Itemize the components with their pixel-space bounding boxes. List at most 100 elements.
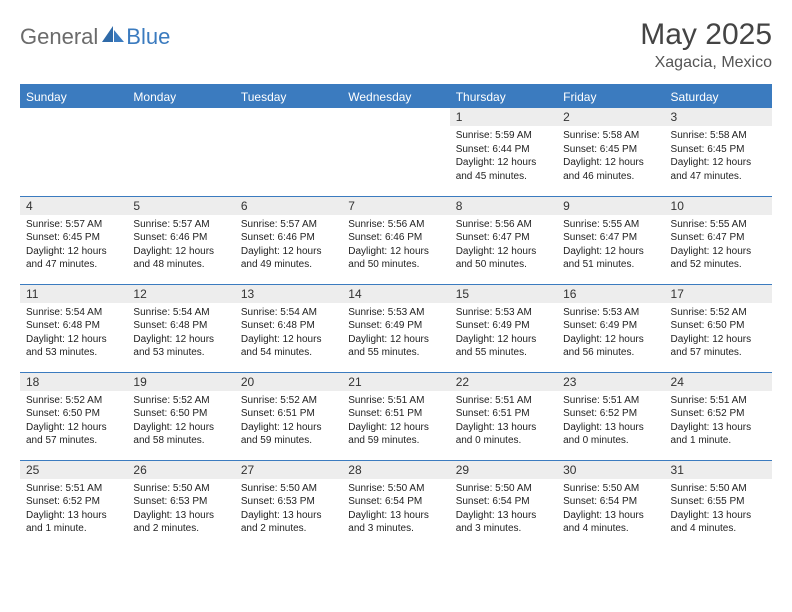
day-details: Sunrise: 5:51 AMSunset: 6:52 PMDaylight:… xyxy=(557,391,664,450)
calendar-table: Sunday Monday Tuesday Wednesday Thursday… xyxy=(20,84,772,548)
calendar-day-cell: 7Sunrise: 5:56 AMSunset: 6:46 PMDaylight… xyxy=(342,196,449,284)
location-label: Xagacia, Mexico xyxy=(640,54,772,72)
daylight-line2: and 3 minutes. xyxy=(348,522,443,536)
calendar-week-row: 4Sunrise: 5:57 AMSunset: 6:45 PMDaylight… xyxy=(20,196,772,284)
dow-monday: Monday xyxy=(127,85,234,108)
day-details: Sunrise: 5:59 AMSunset: 6:44 PMDaylight:… xyxy=(450,126,557,185)
sunrise-text: Sunrise: 5:57 AM xyxy=(133,218,228,232)
daylight-line2: and 57 minutes. xyxy=(26,434,121,448)
sunset-text: Sunset: 6:51 PM xyxy=(348,407,443,421)
daylight-line2: and 59 minutes. xyxy=(348,434,443,448)
sunrise-text: Sunrise: 5:52 AM xyxy=(133,394,228,408)
sunset-text: Sunset: 6:46 PM xyxy=(241,231,336,245)
sunset-text: Sunset: 6:52 PM xyxy=(671,407,766,421)
day-number: 1 xyxy=(450,108,557,126)
sunset-text: Sunset: 6:52 PM xyxy=(26,495,121,509)
sunset-text: Sunset: 6:51 PM xyxy=(241,407,336,421)
day-details: Sunrise: 5:51 AMSunset: 6:52 PMDaylight:… xyxy=(665,391,772,450)
daylight-line1: Daylight: 13 hours xyxy=(241,509,336,523)
daylight-line1: Daylight: 12 hours xyxy=(241,245,336,259)
daylight-line2: and 2 minutes. xyxy=(133,522,228,536)
daylight-line1: Daylight: 12 hours xyxy=(348,245,443,259)
day-details: Sunrise: 5:57 AMSunset: 6:45 PMDaylight:… xyxy=(20,215,127,274)
daylight-line1: Daylight: 12 hours xyxy=(241,421,336,435)
day-details: Sunrise: 5:50 AMSunset: 6:54 PMDaylight:… xyxy=(450,479,557,538)
daylight-line2: and 57 minutes. xyxy=(671,346,766,360)
calendar-day-cell: 4Sunrise: 5:57 AMSunset: 6:45 PMDaylight… xyxy=(20,196,127,284)
daylight-line2: and 53 minutes. xyxy=(26,346,121,360)
calendar-day-cell: 14Sunrise: 5:53 AMSunset: 6:49 PMDayligh… xyxy=(342,284,449,372)
calendar-day-cell: 24Sunrise: 5:51 AMSunset: 6:52 PMDayligh… xyxy=(665,372,772,460)
day-details: Sunrise: 5:50 AMSunset: 6:54 PMDaylight:… xyxy=(342,479,449,538)
calendar-day-cell: 20Sunrise: 5:52 AMSunset: 6:51 PMDayligh… xyxy=(235,372,342,460)
dow-saturday: Saturday xyxy=(665,85,772,108)
daylight-line1: Daylight: 12 hours xyxy=(671,245,766,259)
sunset-text: Sunset: 6:47 PM xyxy=(563,231,658,245)
day-details: Sunrise: 5:54 AMSunset: 6:48 PMDaylight:… xyxy=(235,303,342,362)
day-number: 16 xyxy=(557,285,664,303)
day-number: 21 xyxy=(342,373,449,391)
month-title: May 2025 xyxy=(640,18,772,52)
daylight-line2: and 56 minutes. xyxy=(563,346,658,360)
sunset-text: Sunset: 6:54 PM xyxy=(456,495,551,509)
calendar-day-cell: 28Sunrise: 5:50 AMSunset: 6:54 PMDayligh… xyxy=(342,460,449,548)
day-number: 5 xyxy=(127,197,234,215)
dow-sunday: Sunday xyxy=(20,85,127,108)
day-number: 19 xyxy=(127,373,234,391)
sunrise-text: Sunrise: 5:51 AM xyxy=(26,482,121,496)
day-details: Sunrise: 5:58 AMSunset: 6:45 PMDaylight:… xyxy=(665,126,772,185)
day-number: 22 xyxy=(450,373,557,391)
brand-logo: General Blue xyxy=(20,24,170,50)
daylight-line1: Daylight: 12 hours xyxy=(26,245,121,259)
sunrise-text: Sunrise: 5:50 AM xyxy=(456,482,551,496)
sunset-text: Sunset: 6:48 PM xyxy=(26,319,121,333)
daylight-line2: and 51 minutes. xyxy=(563,258,658,272)
sunrise-text: Sunrise: 5:52 AM xyxy=(26,394,121,408)
daylight-line1: Daylight: 12 hours xyxy=(456,156,551,170)
day-number: 10 xyxy=(665,197,772,215)
dow-friday: Friday xyxy=(557,85,664,108)
day-number: 31 xyxy=(665,461,772,479)
daylight-line2: and 54 minutes. xyxy=(241,346,336,360)
day-number: 8 xyxy=(450,197,557,215)
calendar-day-cell: 13Sunrise: 5:54 AMSunset: 6:48 PMDayligh… xyxy=(235,284,342,372)
day-number: 15 xyxy=(450,285,557,303)
brand-part2: Blue xyxy=(126,24,170,50)
sunset-text: Sunset: 6:51 PM xyxy=(456,407,551,421)
calendar-day-cell: 31Sunrise: 5:50 AMSunset: 6:55 PMDayligh… xyxy=(665,460,772,548)
sunset-text: Sunset: 6:45 PM xyxy=(563,143,658,157)
daylight-line1: Daylight: 12 hours xyxy=(671,156,766,170)
day-details: Sunrise: 5:50 AMSunset: 6:55 PMDaylight:… xyxy=(665,479,772,538)
calendar-day-cell: 29Sunrise: 5:50 AMSunset: 6:54 PMDayligh… xyxy=(450,460,557,548)
daylight-line2: and 50 minutes. xyxy=(456,258,551,272)
day-details: Sunrise: 5:56 AMSunset: 6:47 PMDaylight:… xyxy=(450,215,557,274)
calendar-day-cell xyxy=(342,108,449,196)
day-details: Sunrise: 5:50 AMSunset: 6:53 PMDaylight:… xyxy=(127,479,234,538)
daylight-line1: Daylight: 13 hours xyxy=(563,509,658,523)
calendar-day-cell: 23Sunrise: 5:51 AMSunset: 6:52 PMDayligh… xyxy=(557,372,664,460)
day-details: Sunrise: 5:58 AMSunset: 6:45 PMDaylight:… xyxy=(557,126,664,185)
sunrise-text: Sunrise: 5:50 AM xyxy=(563,482,658,496)
daylight-line2: and 0 minutes. xyxy=(563,434,658,448)
sunset-text: Sunset: 6:46 PM xyxy=(348,231,443,245)
day-number: 17 xyxy=(665,285,772,303)
calendar-day-cell: 11Sunrise: 5:54 AMSunset: 6:48 PMDayligh… xyxy=(20,284,127,372)
sunrise-text: Sunrise: 5:54 AM xyxy=(241,306,336,320)
daylight-line1: Daylight: 13 hours xyxy=(348,509,443,523)
day-number: 20 xyxy=(235,373,342,391)
day-number: 18 xyxy=(20,373,127,391)
daylight-line2: and 52 minutes. xyxy=(671,258,766,272)
sunset-text: Sunset: 6:54 PM xyxy=(563,495,658,509)
daylight-line2: and 4 minutes. xyxy=(671,522,766,536)
daylight-line2: and 55 minutes. xyxy=(456,346,551,360)
calendar-day-cell: 1Sunrise: 5:59 AMSunset: 6:44 PMDaylight… xyxy=(450,108,557,196)
calendar-day-cell: 5Sunrise: 5:57 AMSunset: 6:46 PMDaylight… xyxy=(127,196,234,284)
sunrise-text: Sunrise: 5:54 AM xyxy=(26,306,121,320)
day-details: Sunrise: 5:52 AMSunset: 6:51 PMDaylight:… xyxy=(235,391,342,450)
calendar-day-cell: 19Sunrise: 5:52 AMSunset: 6:50 PMDayligh… xyxy=(127,372,234,460)
day-details: Sunrise: 5:50 AMSunset: 6:53 PMDaylight:… xyxy=(235,479,342,538)
day-details: Sunrise: 5:52 AMSunset: 6:50 PMDaylight:… xyxy=(127,391,234,450)
sunset-text: Sunset: 6:55 PM xyxy=(671,495,766,509)
daylight-line2: and 53 minutes. xyxy=(133,346,228,360)
day-details: Sunrise: 5:53 AMSunset: 6:49 PMDaylight:… xyxy=(342,303,449,362)
